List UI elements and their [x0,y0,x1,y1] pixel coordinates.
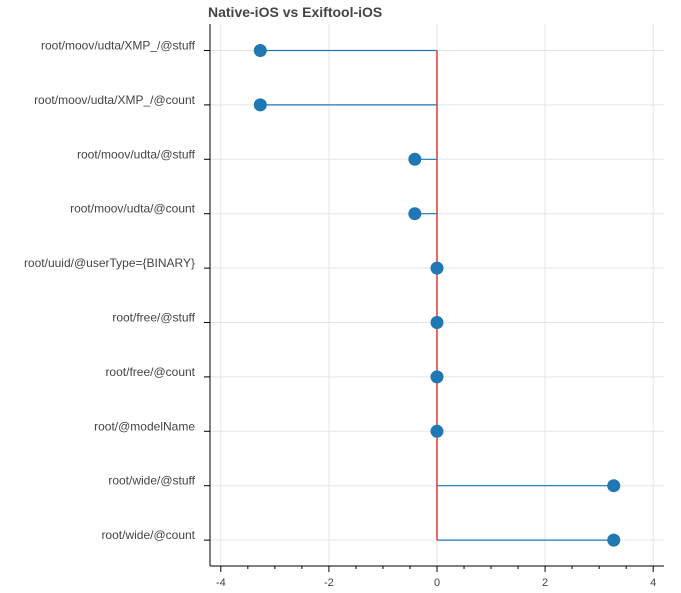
y-tick-label: root/moov/udta/@count [70,202,196,216]
x-tick-label: -4 [216,577,226,589]
data-point [408,153,421,166]
data-point [607,479,620,492]
y-tick-label: root/moov/udta/XMP_/@stuff [41,39,196,53]
data-point [431,316,444,329]
x-tick-label: 0 [434,577,440,589]
data-point [431,262,444,275]
data-point [408,207,421,220]
data-point [431,425,444,438]
y-axis-labels: root/moov/udta/XMP_/@stuff root/moov/udta… [24,39,196,543]
x-tick-label: -2 [324,577,334,589]
chart-title: Native-iOS vs Exiftool-iOS [208,4,382,20]
y-tick-label: root/wide/@stuff [108,474,195,488]
y-tick-label: root/moov/udta/@stuff [77,147,196,161]
x-tick-label: 4 [650,577,656,589]
y-tick-label: root/moov/udta/XMP_/@count [34,93,196,107]
y-tick-label: root/uuid/@userType={BINARY} [24,256,195,270]
data-point [254,98,267,111]
data-point [431,370,444,383]
axes [204,24,664,572]
y-tick-label: root/@modelName [94,419,195,433]
y-tick-label: root/wide/@count [101,528,195,542]
data-point [254,44,267,57]
data-point [607,534,620,547]
y-tick-label: root/free/@count [105,365,195,379]
y-tick-label: root/free/@stuff [112,311,195,325]
x-tick-label: 2 [542,577,548,589]
x-axis-labels: -4 -2 0 2 4 [216,577,656,589]
